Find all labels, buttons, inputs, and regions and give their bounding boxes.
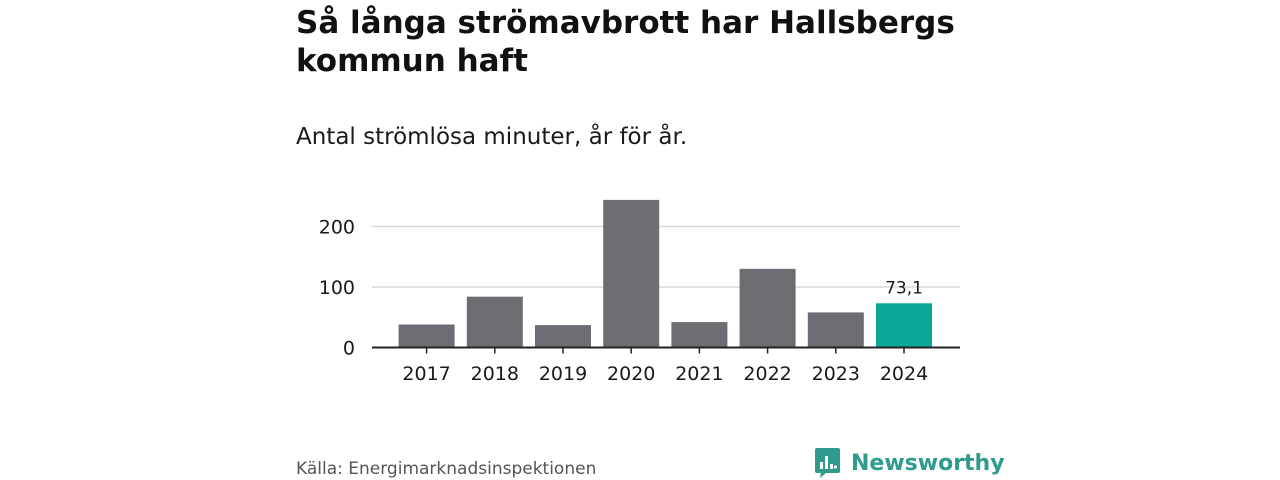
newsworthy-brand[interactable]: Newsworthy [814, 446, 1005, 480]
x-tick-label: 2020 [607, 363, 655, 385]
bar [398, 324, 455, 348]
source-note: Källa: Energimarknadsinspektionen [296, 459, 597, 479]
bar [671, 322, 728, 348]
bar [466, 296, 523, 348]
data-label: 73,1 [885, 278, 923, 298]
bar [876, 303, 932, 348]
bar [739, 268, 796, 348]
chart-title: Så långa strömavbrott har Hallsbergs kom… [296, 5, 955, 79]
x-tick-label: 2024 [880, 363, 928, 385]
newsworthy-logo-icon [815, 448, 840, 478]
x-tick-label: 2018 [471, 363, 519, 385]
brand-name: Newsworthy [851, 450, 1005, 476]
y-tick-label: 100 [319, 277, 355, 299]
bar [535, 325, 591, 348]
bar [603, 199, 660, 348]
y-tick-label: 200 [319, 217, 355, 239]
chart-subtitle: Antal strömlösa minuter, år för år. [296, 124, 688, 150]
y-tick-label: 0 [343, 338, 355, 360]
x-tick-label: 2022 [743, 363, 791, 385]
x-tick-label: 2017 [402, 363, 450, 385]
x-tick-label: 2023 [812, 363, 860, 385]
x-tick-label: 2021 [675, 363, 723, 385]
bar [807, 312, 864, 348]
x-tick-label: 2019 [539, 363, 587, 385]
